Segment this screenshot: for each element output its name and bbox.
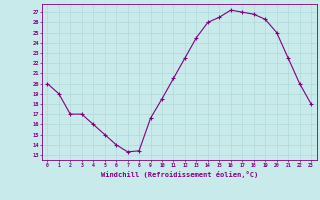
X-axis label: Windchill (Refroidissement éolien,°C): Windchill (Refroidissement éolien,°C) <box>100 171 258 178</box>
